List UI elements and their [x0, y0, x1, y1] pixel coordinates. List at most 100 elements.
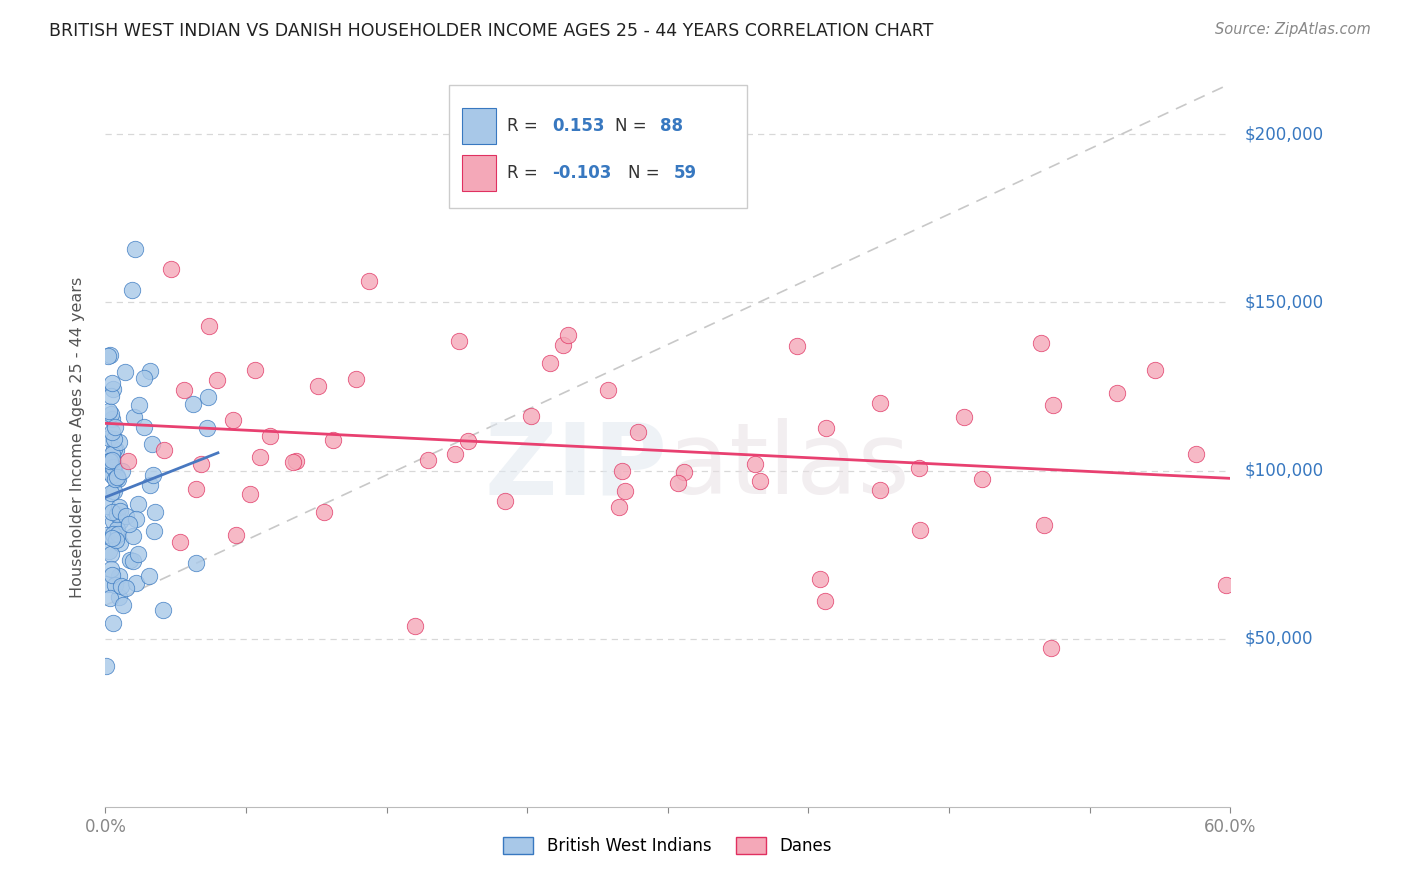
Point [239, 487, 262, 501]
Point [190, 457, 212, 471]
Point [128, 398, 150, 412]
Text: N =: N = [628, 164, 665, 182]
Point [97, 404, 120, 418]
Point [98, 454, 121, 468]
Point [105, 442, 128, 457]
Point [101, 468, 124, 483]
Point [111, 598, 134, 612]
Point [104, 419, 127, 434]
Point [610, 464, 633, 478]
Text: 0.153: 0.153 [553, 117, 605, 135]
Point [108, 515, 131, 529]
Point [607, 500, 630, 514]
Point [357, 274, 380, 288]
Point [100, 531, 122, 545]
Point [101, 383, 124, 397]
Text: $50,000: $50,000 [1244, 630, 1313, 648]
Text: R =: R = [508, 117, 543, 135]
Point [101, 425, 124, 439]
Point [225, 528, 247, 542]
Point [96, 499, 118, 513]
Point [134, 371, 156, 385]
Point [103, 433, 125, 447]
Point [108, 500, 131, 515]
Point [1032, 518, 1054, 533]
Point [184, 556, 207, 570]
Text: N =: N = [614, 117, 652, 135]
Point [143, 505, 166, 519]
Point [97, 431, 120, 445]
Point [404, 619, 426, 633]
Point [281, 455, 304, 469]
Point [108, 536, 131, 550]
Point [152, 603, 174, 617]
Point [520, 409, 543, 423]
Point [124, 242, 146, 256]
Point [101, 411, 124, 425]
Text: ZIP: ZIP [485, 418, 668, 516]
Point [869, 395, 891, 409]
Point [101, 567, 124, 582]
Bar [463, 155, 496, 191]
Point [122, 554, 145, 568]
Point [908, 523, 931, 537]
Point [416, 452, 439, 467]
Point [107, 472, 129, 486]
Point [197, 319, 219, 334]
Point [1029, 336, 1052, 351]
Point [494, 494, 516, 508]
Point [105, 468, 128, 483]
Point [142, 467, 165, 482]
Point [138, 568, 160, 582]
Text: $150,000: $150,000 [1244, 293, 1323, 311]
Point [101, 460, 124, 475]
Point [1184, 446, 1206, 460]
Point [108, 590, 131, 604]
Point [100, 407, 122, 421]
Point [100, 376, 122, 390]
Point [103, 442, 125, 456]
Point [97, 454, 120, 468]
Point [108, 435, 131, 450]
Point [666, 475, 689, 490]
Point [308, 379, 330, 393]
Point [449, 334, 471, 349]
Point [249, 450, 271, 464]
Point [1107, 385, 1129, 400]
Point [121, 283, 143, 297]
Text: -0.103: -0.103 [553, 164, 612, 182]
Point [245, 363, 267, 377]
Y-axis label: Householder Income Ages 25 - 44 years: Householder Income Ages 25 - 44 years [70, 277, 84, 598]
Point [141, 436, 163, 450]
Point [259, 428, 281, 442]
Point [744, 457, 766, 471]
Point [110, 579, 132, 593]
Point [105, 470, 128, 484]
Point [553, 337, 575, 351]
Point [127, 496, 149, 510]
Point [1039, 640, 1062, 655]
Text: BRITISH WEST INDIAN VS DANISH HOUSEHOLDER INCOME AGES 25 - 44 YEARS CORRELATION : BRITISH WEST INDIAN VS DANISH HOUSEHOLDE… [49, 22, 934, 40]
Point [125, 511, 148, 525]
Text: $200,000: $200,000 [1244, 125, 1323, 144]
Point [98, 591, 121, 605]
Point [749, 475, 772, 489]
Point [104, 528, 127, 542]
Point [284, 454, 307, 468]
Point [101, 452, 124, 467]
Legend: British West Indians, Danes: British West Indians, Danes [496, 830, 839, 862]
Text: $100,000: $100,000 [1244, 462, 1323, 480]
Point [115, 508, 138, 523]
Point [138, 364, 160, 378]
Point [103, 616, 125, 631]
Point [104, 472, 127, 486]
Point [104, 578, 127, 592]
Point [98, 348, 121, 362]
Point [222, 413, 245, 427]
Text: R =: R = [508, 164, 543, 182]
Point [127, 547, 149, 561]
Point [1144, 362, 1167, 376]
Point [596, 383, 619, 397]
Point [110, 504, 132, 518]
Point [97, 349, 120, 363]
